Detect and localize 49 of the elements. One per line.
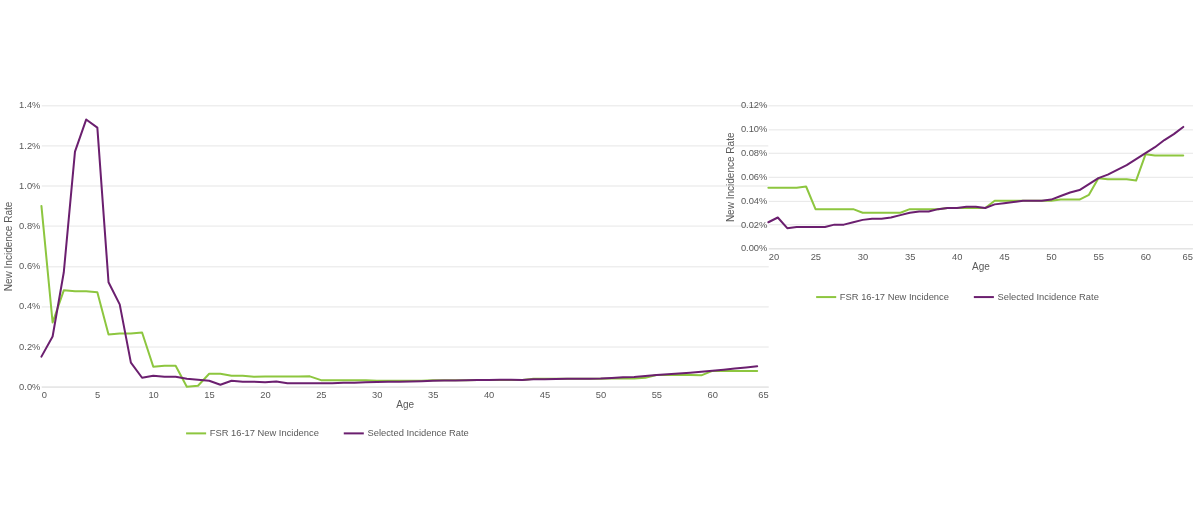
y-tick-label: 0.8% [19,221,41,232]
x-tick-label: 5 [95,390,101,401]
y-tick-label: 0.6% [19,261,41,272]
x-tick-label: 20 [260,390,271,401]
line-series [767,125,1185,230]
x-tick-label: 40 [952,252,963,263]
y-tick-label: 0.00% [740,243,768,254]
line-series [767,153,1185,214]
legend-label: Selected Incidence Rate [997,291,1099,302]
x-tick-label: 15 [204,390,215,401]
y-tick-label: 1.2% [19,140,41,151]
y-tick-label: 1.0% [19,180,41,191]
legend-label: FSR 16-17 New Incidence [209,428,319,439]
x-tick-label: 25 [810,252,822,263]
legend-label: Selected Incidence Rate [367,428,469,439]
y-axis-title: New Incidence Rate [724,132,736,223]
x-tick-label: 60 [1140,252,1152,263]
legend-label: FSR 16-17 New Incidence [839,291,949,302]
x-tick-label: 30 [372,390,383,401]
x-tick-label: 25 [316,390,327,401]
x-tick-label: 35 [904,252,916,263]
y-tick-label: 0.02% [740,219,768,230]
x-tick-label: 10 [148,390,159,401]
x-tick-label: 55 [1093,252,1104,263]
x-tick-label: 40 [483,390,495,401]
x-tick-label: 55 [651,390,663,401]
y-tick-label: 0.10% [740,124,768,135]
x-tick-label: 30 [857,252,869,263]
y-tick-label: 0.2% [19,341,41,352]
y-tick-label: 1.4% [19,100,41,111]
x-tick-label: 65 [1182,252,1193,263]
x-tick-label: 45 [539,390,551,401]
y-axis-title: New Incidence Rate [2,201,14,292]
y-tick-label: 0.04% [740,195,768,206]
x-tick-label: 60 [707,390,718,401]
x-tick-label: 65 [758,390,769,401]
y-tick-label: 0.06% [740,171,768,182]
x-tick-label: 20 [768,252,780,263]
x-tick-label: 45 [999,252,1010,263]
y-tick-label: 0.4% [19,301,41,312]
x-axis-title: Age [396,399,415,411]
y-tick-label: 0.0% [19,381,41,392]
y-tick-label: 0.08% [740,148,768,159]
y-tick-label: 0.12% [740,100,768,111]
x-tick-label: 35 [427,390,439,401]
x-tick-label: 50 [595,390,607,401]
x-axis-title: Age [971,261,991,273]
x-tick-label: 50 [1046,252,1057,263]
x-tick-label: 0 [41,390,47,401]
